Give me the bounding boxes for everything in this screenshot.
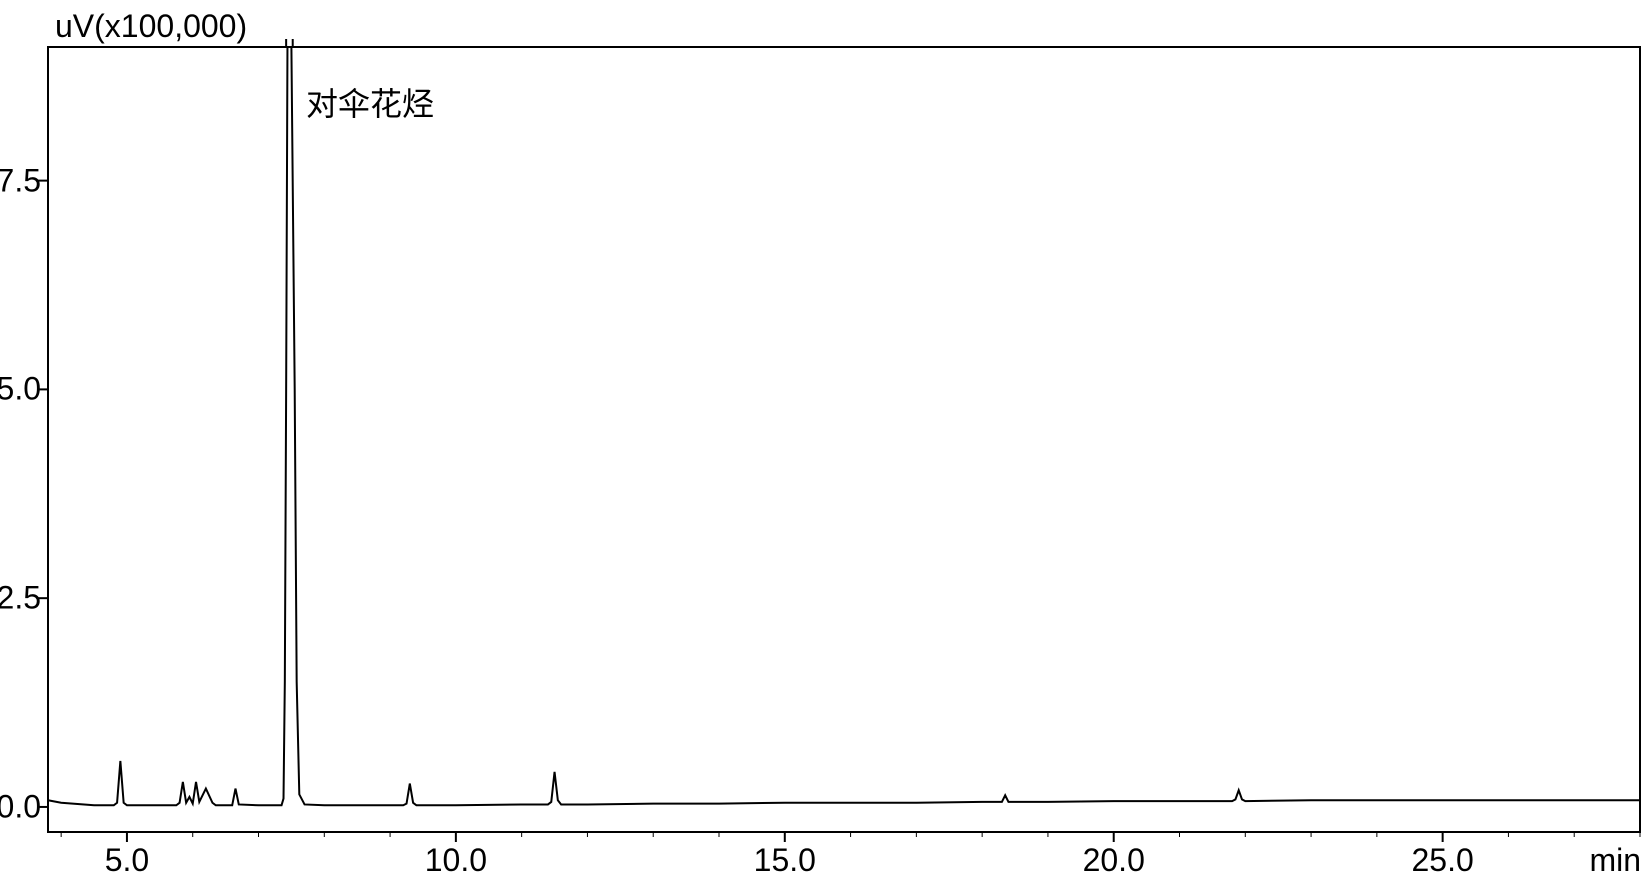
y-tick-label: 7.5 — [0, 162, 41, 199]
chart-svg — [0, 0, 1651, 890]
peak-label: 对伞花烃 — [306, 79, 434, 125]
x-tick-label: 25.0 — [1412, 842, 1474, 879]
x-tick-label: 5.0 — [105, 842, 149, 879]
x-tick-label: 20.0 — [1083, 842, 1145, 879]
y-tick-label: 5.0 — [0, 371, 41, 408]
chromatogram-chart: uV(x100,000) 0.02.55.07.5 5.010.015.020.… — [0, 0, 1651, 890]
x-tick-label: 10.0 — [425, 842, 487, 879]
y-tick-label: 0.0 — [0, 788, 41, 825]
y-tick-label: 2.5 — [0, 580, 41, 617]
x-tick-label: 15.0 — [754, 842, 816, 879]
x-axis-unit: min — [1589, 842, 1641, 879]
